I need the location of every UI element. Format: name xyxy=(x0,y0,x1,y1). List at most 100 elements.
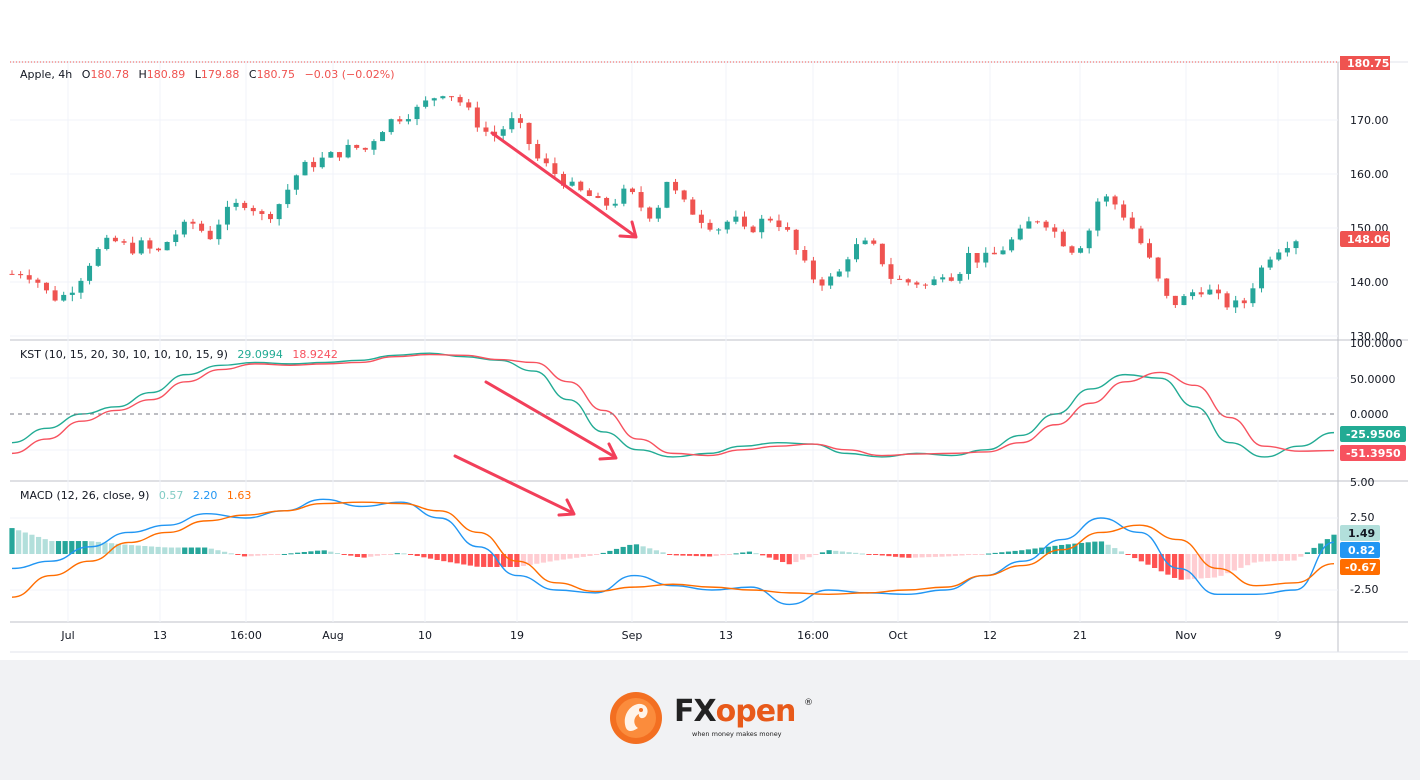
macd-hist-bar xyxy=(992,552,998,554)
macd-hist-bar xyxy=(295,552,301,554)
time-axis[interactable]: Jul 13 16:00 Aug 10 19 Sep 13 16:00 Oct 12 21 Nov 9 xyxy=(60,629,1281,642)
macd-hist-bar xyxy=(128,545,135,554)
candle xyxy=(336,152,342,158)
candle xyxy=(776,220,782,228)
candle xyxy=(1147,243,1153,258)
macd-hist-bar xyxy=(760,554,766,556)
candle xyxy=(586,190,592,196)
candle xyxy=(1069,246,1075,253)
macd-hist-bar xyxy=(507,554,513,567)
candle xyxy=(535,144,541,159)
macd-hist-bar xyxy=(1125,554,1131,555)
candle xyxy=(974,253,980,263)
macd-line-signal xyxy=(11,501,1335,598)
macd-hist-bar xyxy=(155,546,161,554)
candle xyxy=(259,211,265,214)
time-tick: Nov xyxy=(1175,629,1197,642)
candle xyxy=(802,249,808,261)
candle xyxy=(1215,289,1221,294)
kst-axis[interactable]: 100.0000 50.0000 0.0000 xyxy=(1350,337,1403,421)
macd-hist-bar xyxy=(1158,554,1164,572)
macd-hist-bar xyxy=(647,548,653,554)
registered-mark: ® xyxy=(804,698,813,708)
candle xyxy=(1267,259,1273,268)
kst-line-signal xyxy=(11,353,1335,457)
candle xyxy=(121,241,127,243)
macd-legend[interactable]: MACD (12, 26, close, 9) 0.57 2.20 1.63 xyxy=(20,489,251,502)
candle xyxy=(698,214,704,223)
macd-hist-bar xyxy=(1258,554,1264,562)
macd-hist-bar xyxy=(95,541,101,554)
kst-legend[interactable]: KST (10, 15, 20, 30, 10, 10, 10, 15, 9) … xyxy=(20,348,338,361)
candle xyxy=(1103,196,1109,202)
macd-hist-bar xyxy=(188,547,194,554)
candle xyxy=(638,192,644,208)
fxopen-wordmark: FXopen xyxy=(674,694,796,729)
macd-hist-bar xyxy=(567,554,573,559)
macd-hist-bar xyxy=(892,554,899,557)
macd-hist-bar xyxy=(1271,554,1277,562)
trading-chart[interactable]: Apple, 4h O180.78 H180.89 L179.88 C180.7… xyxy=(0,0,1420,660)
macd-hist-bar xyxy=(873,554,879,555)
macd-hist-bar xyxy=(560,554,566,560)
candle xyxy=(1284,248,1290,253)
macd-hist-bar xyxy=(109,543,115,554)
candle xyxy=(905,279,911,283)
macd-hist-bar xyxy=(401,553,407,555)
macd-hist-bar xyxy=(786,554,792,565)
svg-text:148.06: 148.06 xyxy=(1347,233,1390,246)
macd-hist-bar xyxy=(912,554,919,558)
candle xyxy=(302,161,308,176)
macd-hist-bar xyxy=(660,552,666,554)
candle xyxy=(414,106,420,120)
macd-hist-tag: 1.49 xyxy=(1340,525,1380,541)
candle xyxy=(612,203,618,206)
candle xyxy=(181,221,187,235)
macd-hist-bar xyxy=(288,553,294,555)
macd-histogram xyxy=(9,528,1337,580)
candle xyxy=(819,279,825,286)
main-legend[interactable]: Apple, 4h O180.78 H180.89 L179.88 C180.7… xyxy=(20,68,395,81)
macd-hist-bar xyxy=(1132,554,1138,559)
macd-hist-bar xyxy=(879,554,885,556)
macd-hist-bar xyxy=(673,554,679,556)
svg-text:-51.3950: -51.3950 xyxy=(1346,447,1401,460)
macd-hist-bar xyxy=(985,553,992,555)
candle xyxy=(879,243,885,265)
macd-hist-bar xyxy=(1304,552,1311,554)
candle xyxy=(405,119,411,122)
macd-hist-bar xyxy=(866,554,872,555)
macd-hist-bar xyxy=(899,554,905,558)
macd-hist-bar xyxy=(314,550,321,554)
macd-hist-bar xyxy=(793,554,799,563)
candle xyxy=(673,181,679,191)
candle xyxy=(397,119,403,122)
macd-axis[interactable]: 5.00 2.50 -2.50 xyxy=(1350,476,1378,596)
price-axis[interactable]: 170.00 160.00 150.00 140.00 130.00 xyxy=(1350,114,1389,343)
candle xyxy=(629,188,635,193)
candle xyxy=(845,259,851,272)
candle xyxy=(940,277,946,280)
candle xyxy=(1095,201,1101,231)
candle xyxy=(448,96,454,98)
macd-hist-bar xyxy=(1264,554,1271,562)
macd-hist-bar xyxy=(241,554,248,557)
macd-hist-bar xyxy=(853,552,859,554)
macd-hist-bar xyxy=(999,552,1005,554)
candle xyxy=(871,240,877,244)
macd-hist-bar xyxy=(1284,554,1291,561)
candle xyxy=(1009,239,1015,251)
macd-hist-bar xyxy=(514,554,520,567)
time-tick: Oct xyxy=(888,629,908,642)
macd-hist-bar xyxy=(600,552,606,554)
macd-hist-bar xyxy=(148,546,155,554)
time-tick: Aug xyxy=(322,629,343,642)
macd-hist-bar xyxy=(1218,554,1224,576)
candle xyxy=(87,265,93,281)
candle xyxy=(285,189,291,205)
macd-hist-bar xyxy=(182,547,188,554)
macd-hist-bar xyxy=(886,554,892,557)
candle xyxy=(61,294,67,301)
macd-hist-bar xyxy=(1152,554,1158,569)
candle xyxy=(948,277,954,281)
